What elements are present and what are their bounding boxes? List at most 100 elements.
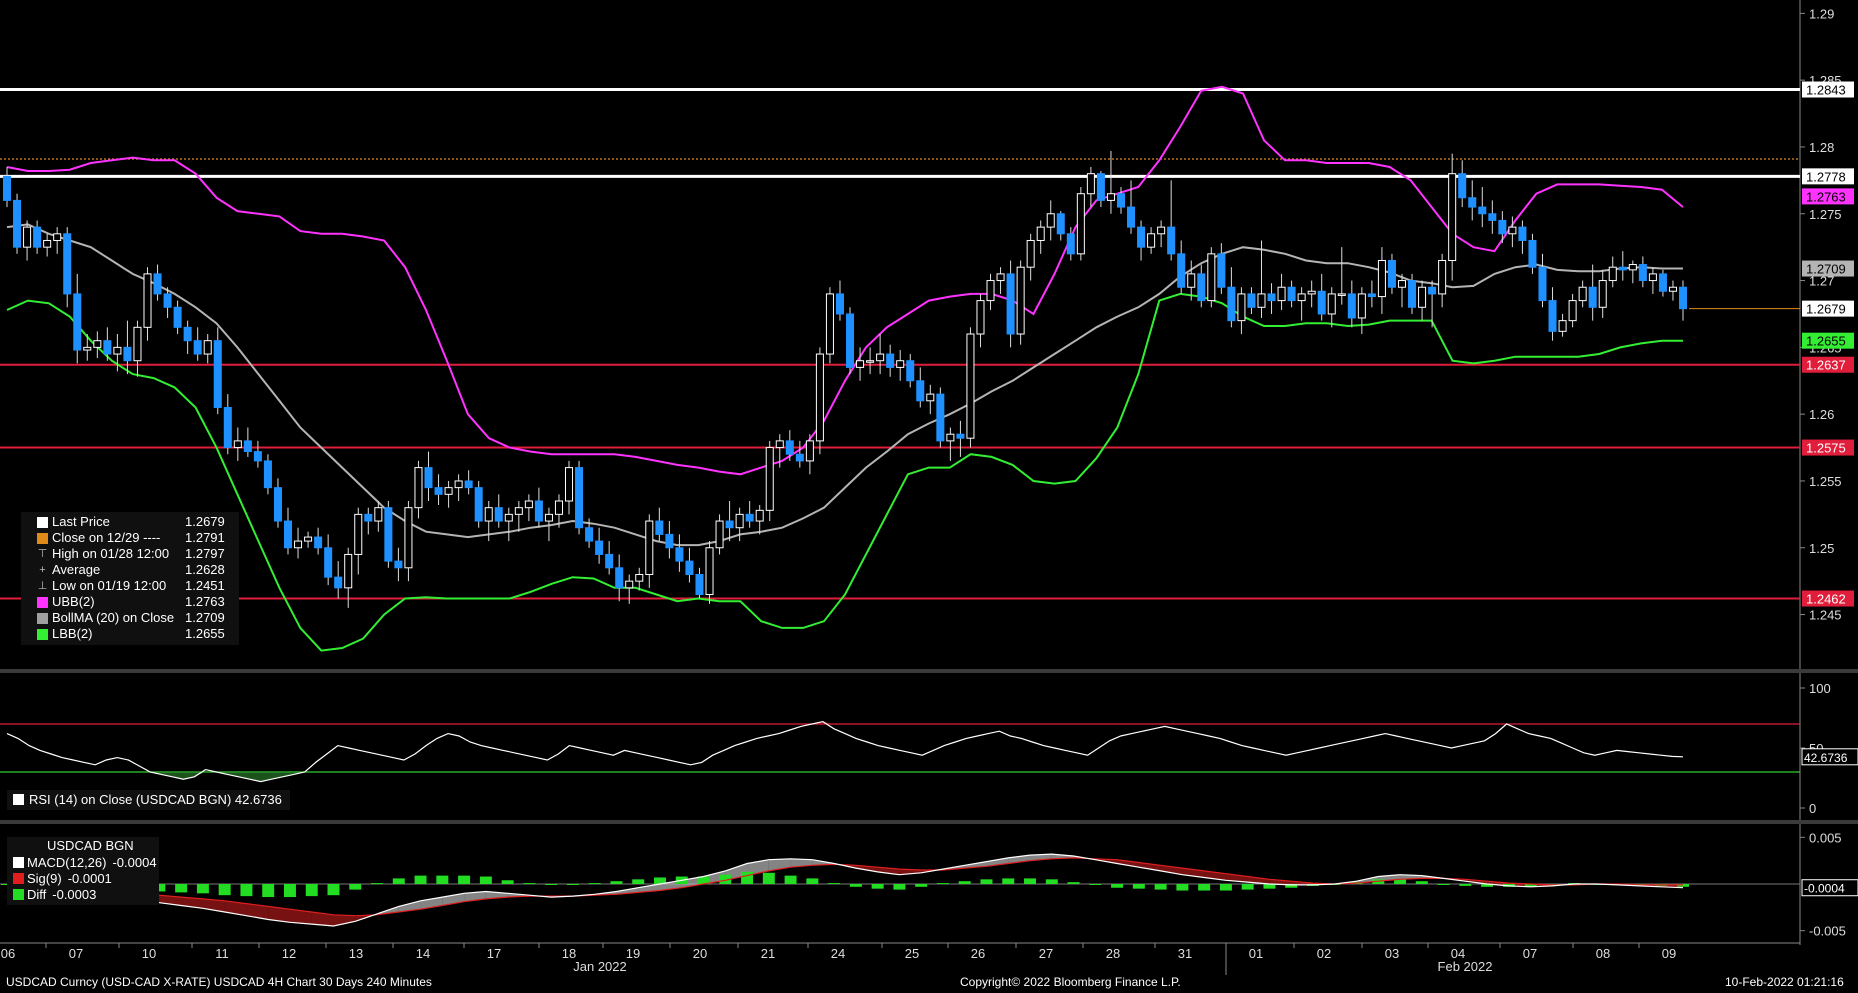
candle-body — [835, 293, 844, 315]
month-label: Feb 2022 — [1438, 959, 1493, 974]
candle-body — [585, 527, 594, 542]
macd-diff-bar — [458, 875, 471, 884]
candle-body — [705, 547, 714, 596]
legend-item: ⊥ Low on 01/19 12:00 1.2451 — [21, 578, 239, 594]
candle-body — [846, 313, 855, 368]
candle-body — [785, 440, 794, 455]
axis-value-tag — [1802, 81, 1854, 98]
rsi-oversold-fill — [183, 772, 195, 780]
macd-diff-bar — [175, 884, 188, 893]
macd-value-tag-label: -0.0004 — [1804, 882, 1845, 896]
macd-diff-bar — [1415, 881, 1428, 884]
candle-body — [1187, 273, 1196, 288]
candle-body — [404, 507, 413, 569]
macd-diff-bar — [153, 884, 166, 892]
x-tick-label: 03 — [1385, 946, 1399, 961]
macd-diff-bar — [806, 878, 819, 884]
candle-body — [554, 500, 563, 515]
axis-value-tag-label: 1.2679 — [1806, 302, 1846, 317]
candle-body — [986, 280, 995, 302]
macd-legend-item: Diff -0.0003 — [7, 886, 159, 902]
macd-diff-bar — [349, 884, 362, 890]
candle-body — [655, 520, 664, 535]
x-tick-label: 27 — [1039, 946, 1053, 961]
x-tick-label: 25 — [905, 946, 919, 961]
bollinger-middle-line — [6, 223, 1683, 547]
axis-value-tag — [1802, 168, 1854, 185]
axis-value-tag — [1802, 590, 1854, 607]
candle-body — [1257, 293, 1266, 308]
candle-body — [856, 360, 865, 368]
candle-body — [374, 507, 383, 522]
macd-signal-fill — [246, 903, 269, 920]
macd-diff-bar — [1481, 884, 1494, 887]
macd-value-tag — [1801, 879, 1858, 897]
candle-body — [1468, 197, 1477, 208]
x-tick-label: 02 — [1317, 946, 1331, 961]
candle-body — [605, 553, 614, 569]
y-tick-label: 1.27 — [1809, 274, 1834, 289]
y-tick-label: 1.275 — [1809, 207, 1842, 222]
price-legend: Last Price 1.2679 Close on 12/29 ---- 1.279… — [21, 512, 239, 645]
legend-swatch — [37, 628, 48, 640]
candle-body — [1106, 193, 1115, 201]
axis-value-tag-label: 1.2575 — [1806, 441, 1846, 456]
macd-diff-bar — [697, 876, 710, 884]
candle-body — [344, 553, 353, 589]
candle-body — [916, 380, 925, 402]
macd-diff-bar — [1219, 884, 1232, 891]
axis-value-tag-label: 1.2655 — [1806, 334, 1846, 349]
macd-diff-bar — [327, 884, 340, 896]
legend-swatch — [37, 516, 48, 528]
macd-y-tick-label: -0.005 — [1809, 924, 1846, 939]
macd-diff-bar — [414, 875, 427, 884]
candle-body — [695, 573, 704, 596]
candle-body — [1448, 173, 1457, 262]
candle-body — [53, 233, 62, 241]
footer-copyright: Copyright© 2022 Bloomberg Finance L.P. — [960, 975, 1181, 989]
macd-diff-bar — [849, 884, 862, 887]
macd-diff-bar — [1263, 884, 1276, 889]
candle-body — [1337, 293, 1346, 296]
candle-body — [1428, 286, 1437, 295]
x-tick-label: 01 — [1249, 946, 1263, 961]
macd-diff-bar — [1002, 878, 1015, 884]
rsi-value-tag — [1801, 748, 1858, 766]
candle-body — [825, 293, 834, 355]
macd-diff-bar — [1198, 884, 1211, 891]
macd-diff-bar — [741, 871, 754, 884]
month-label: Jan 2022 — [573, 959, 627, 974]
macd-signal-fill — [224, 900, 247, 916]
legend-value: 1.2451 — [185, 578, 225, 593]
candle-body — [1588, 286, 1597, 308]
rsi-legend: RSI (14) on Close (USDCAD BGN) 42.6736 — [7, 790, 290, 810]
legend-item: ⊤ High on 01/28 12:00 1.2797 — [21, 546, 239, 562]
axis-value-tag-label: 1.2709 — [1806, 262, 1846, 277]
candle-body — [283, 520, 293, 549]
macd-diff-bar — [654, 877, 666, 884]
macd-diff-bar — [1437, 884, 1450, 885]
candle-body — [304, 536, 313, 542]
candle-body — [1307, 290, 1316, 295]
macd-diff-bar — [1394, 879, 1407, 884]
macd-diff-bar — [392, 878, 405, 884]
candle-body — [665, 533, 674, 549]
candle-body — [1237, 293, 1246, 322]
candle-body — [294, 540, 303, 549]
legend-value: 1.2763 — [185, 594, 225, 609]
candle-body — [1508, 226, 1517, 235]
macd-diff-bar — [305, 884, 318, 897]
axis-value-tag — [1802, 188, 1854, 205]
candle-body — [1438, 260, 1447, 295]
candle-body — [183, 326, 192, 342]
legend-label: BollMA (20) on Close — [52, 610, 175, 625]
candle-body — [464, 480, 473, 489]
macd-signal-fill — [1138, 862, 1161, 871]
y-tick-label: 1.255 — [1809, 474, 1842, 489]
y-tick-label: 1.25 — [1809, 541, 1834, 556]
candle-body — [1006, 273, 1015, 335]
candle-body — [906, 360, 915, 382]
macd-diff-bar — [523, 883, 536, 885]
macd-diff-bar — [262, 884, 275, 898]
legend-swatch — [37, 612, 48, 624]
